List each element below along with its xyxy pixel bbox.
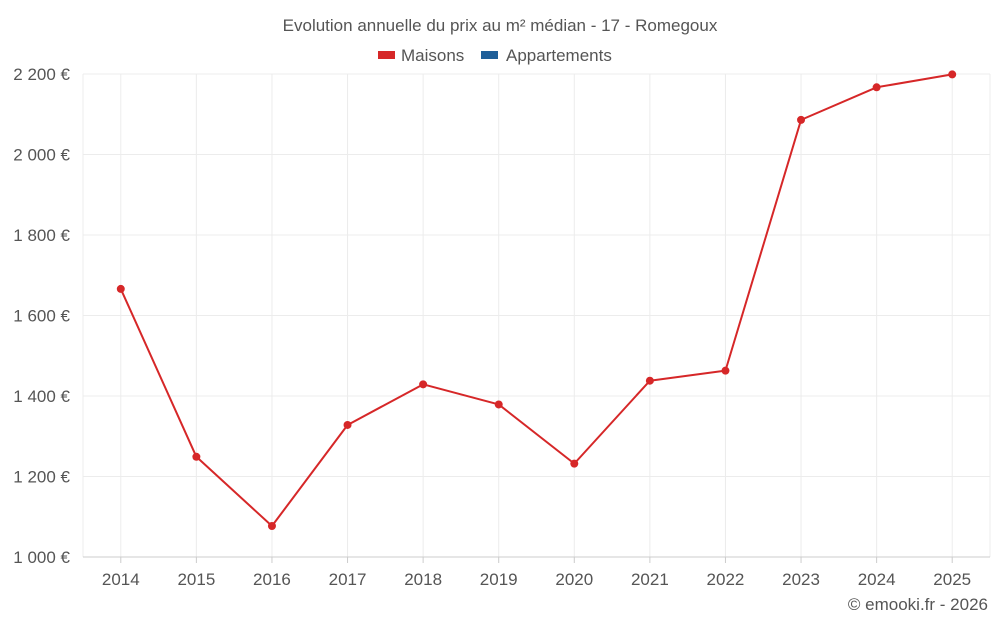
y-tick-label: 1 200 € xyxy=(13,468,70,487)
legend-label-appartements: Appartements xyxy=(506,46,612,65)
data-point[interactable] xyxy=(267,522,276,531)
x-tick-label: 2014 xyxy=(102,570,140,589)
data-point[interactable] xyxy=(192,452,201,461)
data-point[interactable] xyxy=(494,400,503,409)
y-tick-label: 1 800 € xyxy=(13,226,70,245)
x-tick-label: 2023 xyxy=(782,570,820,589)
data-point[interactable] xyxy=(419,380,428,389)
credit-text: © emooki.fr - 2026 xyxy=(848,595,988,614)
x-tick-label: 2022 xyxy=(707,570,745,589)
x-tick-label: 2025 xyxy=(933,570,971,589)
series-line-maisons xyxy=(119,73,953,528)
legend: Maisons Appartements xyxy=(378,46,612,65)
legend-label-maisons: Maisons xyxy=(401,46,464,65)
series-layer xyxy=(116,70,957,531)
legend-swatch-appartements xyxy=(481,51,498,59)
gridlines xyxy=(82,73,991,557)
axes xyxy=(83,556,990,563)
y-tick-label: 1 600 € xyxy=(13,307,70,326)
x-tick-label: 2017 xyxy=(329,570,367,589)
data-point[interactable] xyxy=(645,376,654,385)
data-point[interactable] xyxy=(343,420,352,429)
data-point[interactable] xyxy=(797,115,806,124)
legend-item-maisons[interactable]: Maisons xyxy=(378,46,464,65)
data-point[interactable] xyxy=(116,284,125,293)
x-tick-label: 2015 xyxy=(177,570,215,589)
x-tick-label: 2019 xyxy=(480,570,518,589)
x-tick-label: 2021 xyxy=(631,570,669,589)
y-tick-label: 1 000 € xyxy=(13,548,70,567)
data-point[interactable] xyxy=(721,366,730,375)
x-tick-label: 2016 xyxy=(253,570,291,589)
data-point[interactable] xyxy=(872,83,881,92)
x-tick-label: 2018 xyxy=(404,570,442,589)
data-point[interactable] xyxy=(570,459,579,468)
chart-title: Evolution annuelle du prix au m² médian … xyxy=(283,16,718,35)
x-axis-ticks: 2014 2015 2016 2017 2018 2019 2020 2021 2022 2023… xyxy=(102,570,971,589)
legend-swatch-maisons xyxy=(378,51,395,59)
y-axis-ticks: 1 000 € 1 200 € 1 400 € 1 600 € 1 800 € 2 000… xyxy=(13,65,70,567)
x-tick-label: 2020 xyxy=(555,570,593,589)
data-point[interactable] xyxy=(948,70,957,79)
y-tick-label: 1 400 € xyxy=(13,387,70,406)
x-tick-label: 2024 xyxy=(858,570,896,589)
y-tick-label: 2 200 € xyxy=(13,65,70,84)
legend-item-appartements[interactable]: Appartements xyxy=(481,46,612,65)
y-tick-label: 2 000 € xyxy=(13,146,70,165)
